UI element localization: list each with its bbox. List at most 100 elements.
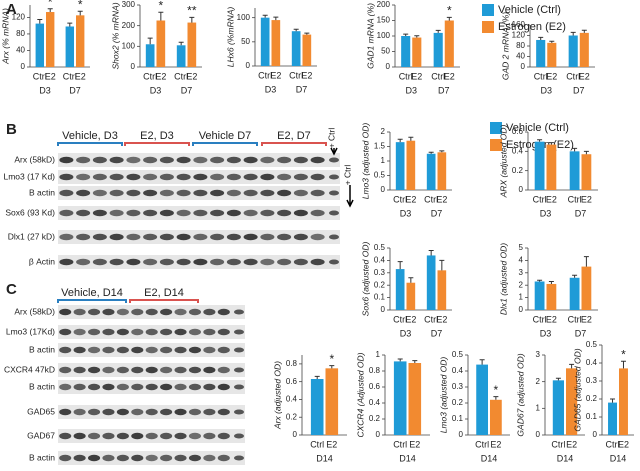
bar xyxy=(426,153,436,190)
y-tick-label: 0.2 xyxy=(452,398,464,407)
blot-band xyxy=(329,174,339,180)
bar-label: E2 xyxy=(546,314,557,324)
blot-band xyxy=(277,156,292,164)
bar xyxy=(35,23,44,68)
y-axis-label: Dlx1 (adjusted OD) xyxy=(498,243,508,315)
blot-band xyxy=(131,454,144,462)
y-tick-label: 40 xyxy=(16,46,25,55)
blot-band xyxy=(73,432,86,440)
y-tick-label: 150 xyxy=(377,16,391,25)
y-tick-label: 100 xyxy=(237,13,251,22)
y-tick-label: 0.4 xyxy=(586,358,598,367)
blot-row-label: GAD67 xyxy=(27,430,55,440)
blot-band xyxy=(126,173,141,181)
blot-row-label: Sox6 (93 Kd) xyxy=(5,207,55,217)
blot-band xyxy=(329,157,339,163)
error-bar xyxy=(147,37,153,45)
blot-band xyxy=(234,367,244,373)
x-category-label: D7 xyxy=(69,85,81,95)
bar-label: E2 xyxy=(405,314,416,324)
error-bar xyxy=(293,28,299,32)
blot-band xyxy=(203,408,216,416)
bar xyxy=(444,20,454,67)
blot-band xyxy=(76,173,91,181)
error-bar xyxy=(549,40,555,43)
y-tick-label: 0.2 xyxy=(512,166,524,175)
blot-band xyxy=(126,189,141,197)
blot-band xyxy=(193,173,208,181)
bar-label: Ctrl xyxy=(63,71,77,81)
x-category-label: D7 xyxy=(438,85,450,95)
blot-row-label: Lmo3 (17 Kd) xyxy=(4,171,56,181)
blot-band xyxy=(73,408,86,416)
blot-band xyxy=(176,156,191,164)
blot-group-label: Vehicle, D3 xyxy=(62,130,118,142)
y-axis-label: Shox2 (% mRNA) xyxy=(110,2,120,69)
blot-band xyxy=(210,173,225,181)
blot-band xyxy=(109,233,124,241)
bar xyxy=(393,361,407,435)
blot-band xyxy=(226,173,241,181)
blot-band xyxy=(277,173,292,181)
ctrl-label: + Ctrl xyxy=(326,128,336,149)
bar-label: Ctrl xyxy=(533,314,547,324)
blot-band xyxy=(310,189,325,197)
blot-band xyxy=(159,209,174,217)
blot-band xyxy=(159,156,174,164)
significance: ** xyxy=(187,4,197,18)
x-category-label: D3 xyxy=(540,328,552,338)
bar xyxy=(490,399,502,435)
bar xyxy=(546,144,557,190)
blot-band xyxy=(176,233,191,241)
y-tick-label: 0.5 xyxy=(586,340,598,349)
error-bar xyxy=(412,360,418,363)
blot-band xyxy=(203,454,216,462)
y-tick-label: 0 xyxy=(519,305,524,314)
blot-band xyxy=(131,432,144,440)
bar xyxy=(566,368,578,435)
blot-band xyxy=(174,432,187,440)
blot-band xyxy=(174,308,187,316)
bar-label: E2 xyxy=(546,194,557,204)
blot-band xyxy=(59,156,74,164)
blot-band xyxy=(188,383,202,391)
group-bracket xyxy=(261,142,327,146)
y-tick-label: 1 xyxy=(376,350,381,359)
bar xyxy=(569,151,580,190)
significance: * xyxy=(621,347,626,361)
error-bar xyxy=(620,360,626,369)
blot-band xyxy=(102,454,115,462)
bar xyxy=(260,17,270,67)
legend-label: Vehicle (Ctrl) xyxy=(498,4,561,16)
bar xyxy=(437,152,447,190)
x-category-label: D3 xyxy=(400,328,412,338)
y-axis-label: CXCR4 (Adjusted OD) xyxy=(355,352,365,437)
bar xyxy=(619,368,628,435)
bar xyxy=(156,20,166,67)
error-bar xyxy=(414,35,420,38)
y-tick-label: 0.2 xyxy=(286,412,298,421)
blot-band xyxy=(159,258,174,266)
blot-band xyxy=(310,173,325,181)
y-tick-label: 100 xyxy=(122,41,136,50)
blot-band xyxy=(87,328,101,336)
y-tick-label: 1 xyxy=(519,293,524,302)
bar-label: Ctrl xyxy=(534,71,548,81)
blot-row-label: B actin xyxy=(29,344,55,354)
blot-group-label: Vehicle, D14 xyxy=(61,287,123,299)
y-axis-label: GAD67 (adjusted OD) xyxy=(515,353,525,436)
blot-row-label: Arx (58kD) xyxy=(14,154,55,164)
blot-band xyxy=(126,156,141,164)
y-tick-label: 0.8 xyxy=(369,366,381,375)
y-tick-label: 0.5 xyxy=(374,171,386,180)
blot-band xyxy=(329,259,339,265)
bar-label: E2 xyxy=(566,439,577,449)
y-tick-label: 50 xyxy=(241,37,250,46)
y-axis-label: Arx (% mRNA) xyxy=(0,8,10,65)
y-tick-label: 0.6 xyxy=(512,127,524,136)
bar-label: E2 xyxy=(581,314,592,324)
blot-band xyxy=(143,209,158,217)
bar xyxy=(271,20,281,66)
y-tick-label: 0 xyxy=(131,62,136,71)
error-bar xyxy=(538,36,544,40)
